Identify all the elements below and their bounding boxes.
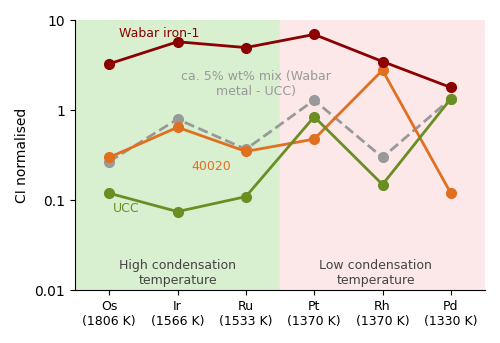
Text: Wabar iron-1: Wabar iron-1 — [120, 27, 200, 40]
Y-axis label: CI normalised: CI normalised — [15, 108, 29, 203]
Bar — [280, 21, 485, 290]
Text: UCC: UCC — [112, 202, 139, 215]
Text: ca. 5% wt% mix (Wabar
metal - UCC): ca. 5% wt% mix (Wabar metal - UCC) — [181, 70, 331, 98]
Text: High condensation
temperature: High condensation temperature — [119, 259, 236, 287]
Bar — [75, 21, 280, 290]
Text: Low condensation
temperature: Low condensation temperature — [319, 259, 432, 287]
Text: 40020: 40020 — [191, 159, 231, 173]
